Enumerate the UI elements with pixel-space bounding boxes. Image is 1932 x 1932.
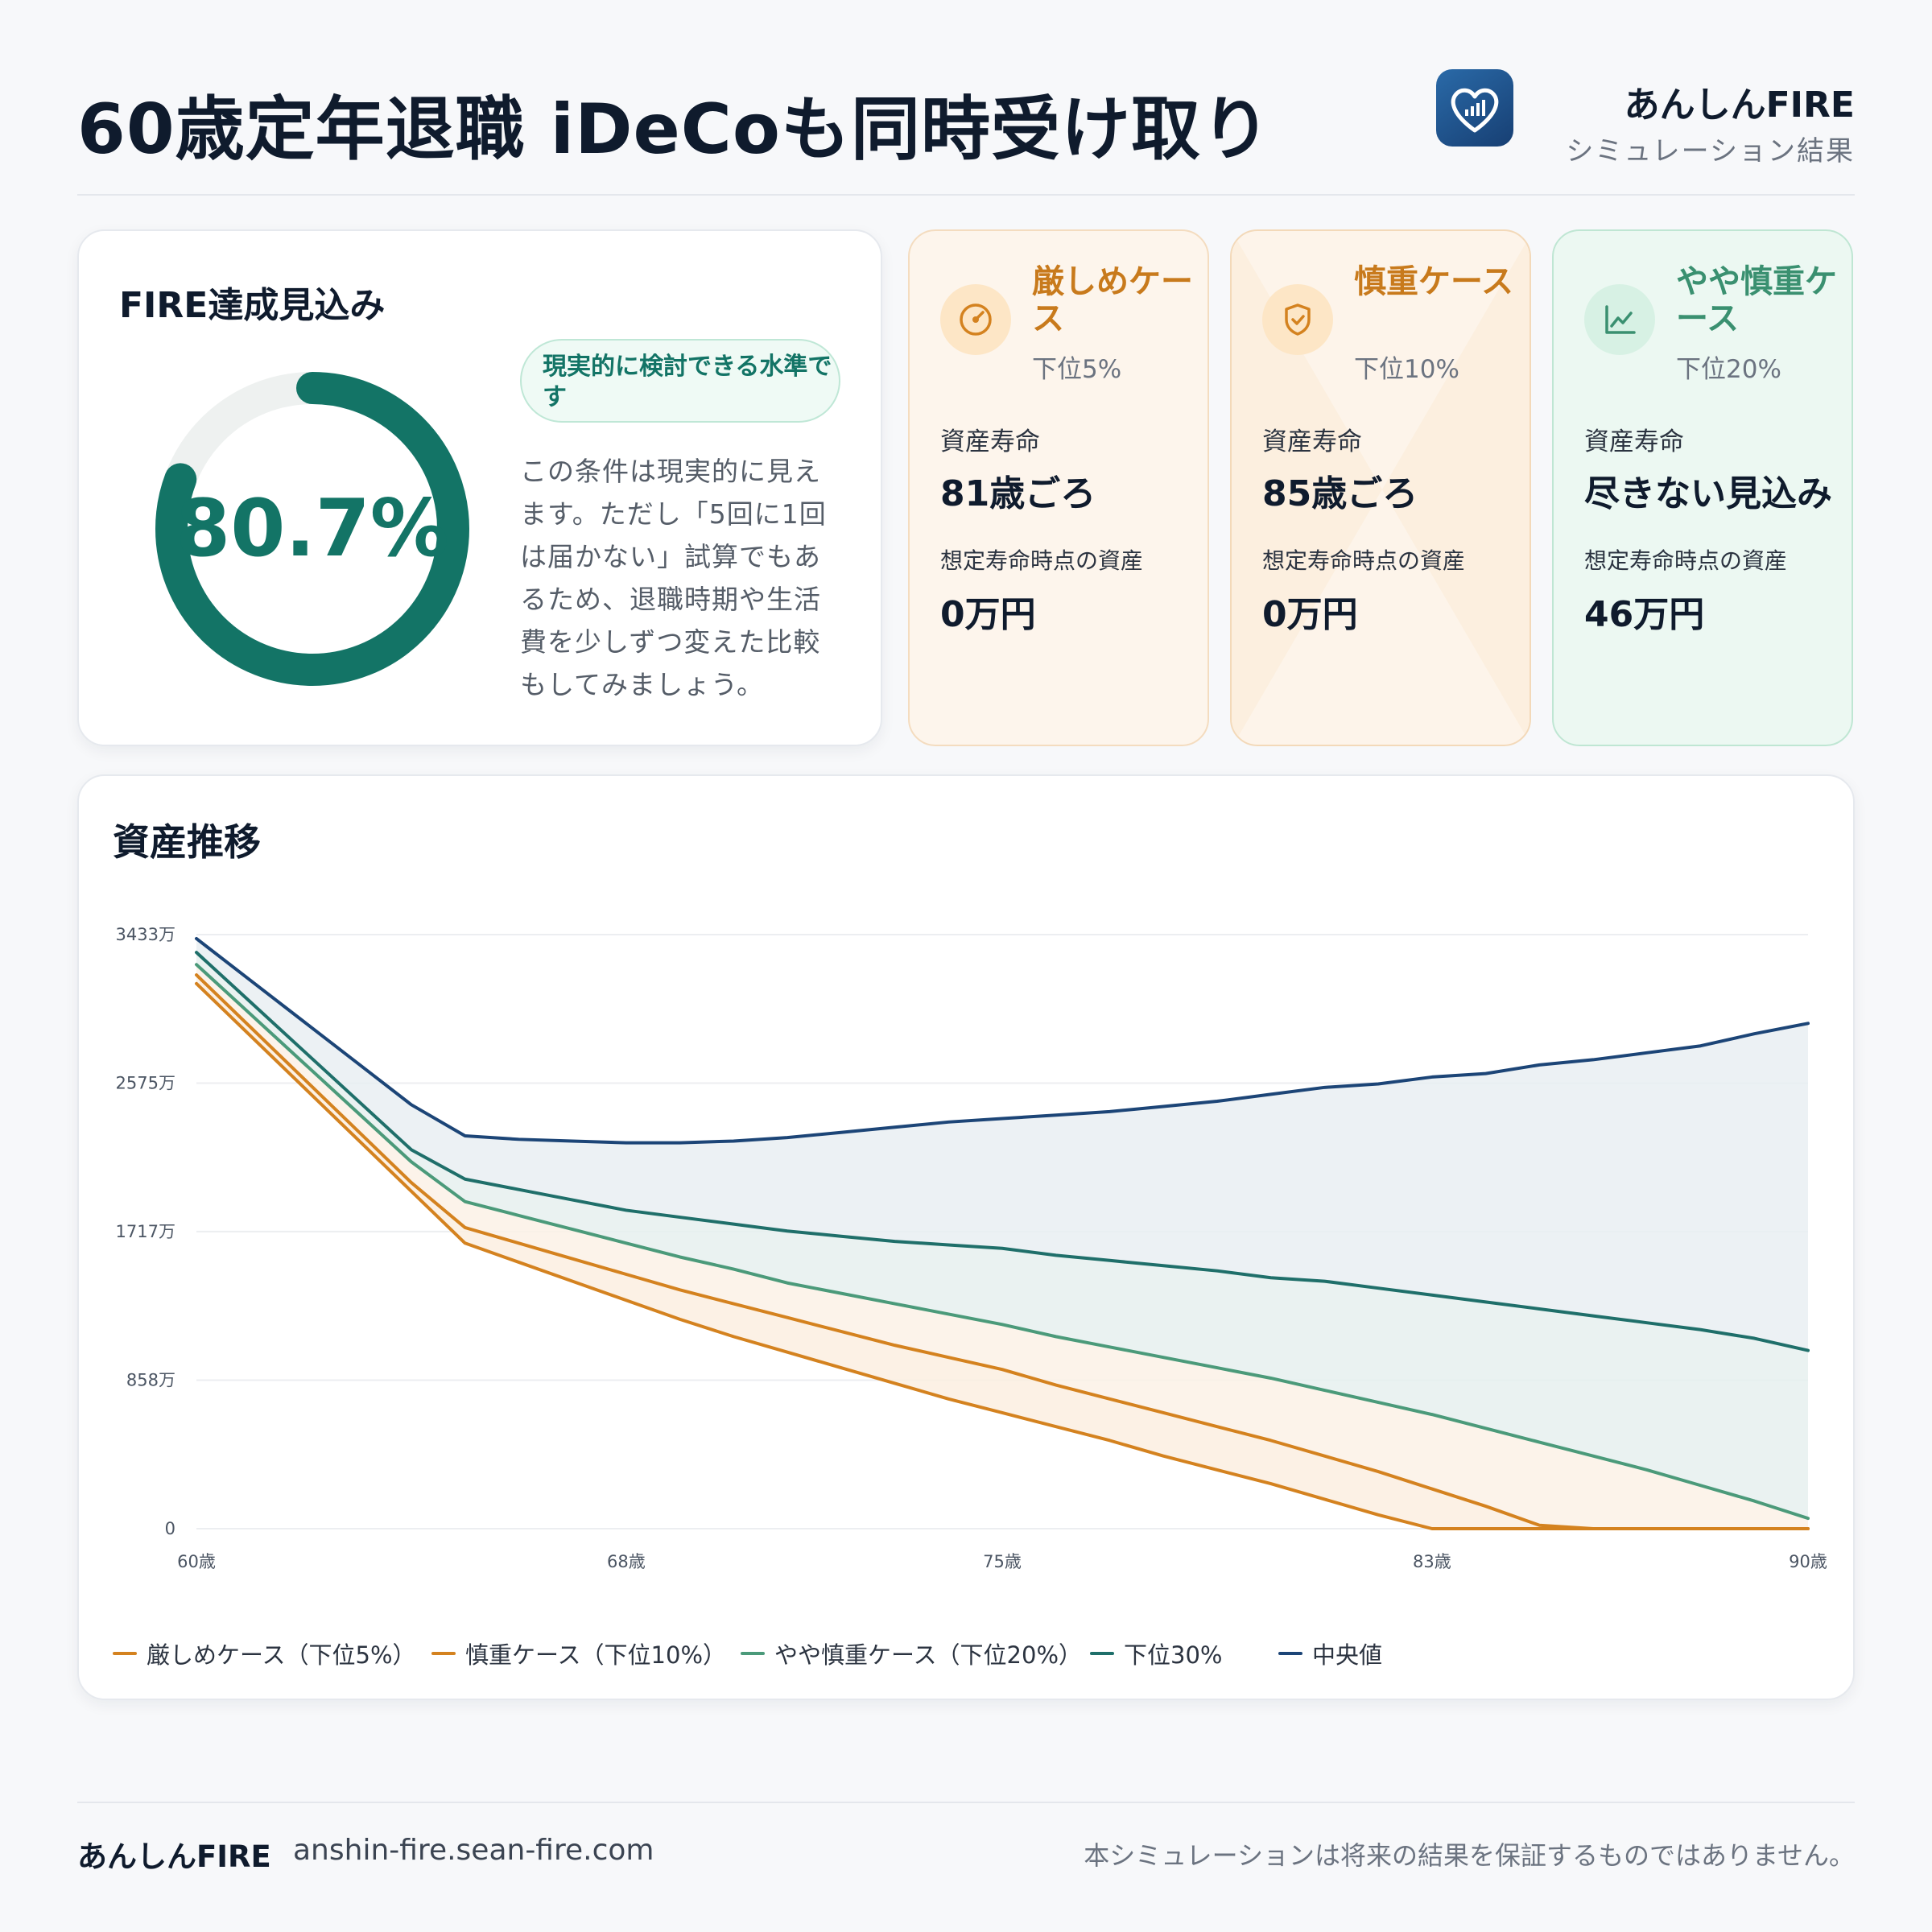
case-card-slightly-careful: やや慎重ケース 下位20% 資産寿命 尽きない見込み 想定寿命時点の資産 46万…	[1552, 229, 1853, 746]
legend-item: やや慎重ケース（下位20%）	[741, 1637, 1082, 1670]
legend-item: 下位30%	[1090, 1637, 1222, 1670]
case-name: 慎重ケース	[1354, 263, 1513, 300]
legend-label: 厳しめケース（下位5%）	[147, 1641, 416, 1669]
fire-card-title: FIRE達成見込み	[119, 285, 386, 326]
case-name: 厳しめケース	[1032, 263, 1193, 337]
header-divider	[77, 194, 1855, 196]
series-line-1	[195, 973, 1810, 1530]
fire-probability-card: FIRE達成見込み 80.7% 現実的に検討できる水準です この条件は現実的に見…	[77, 229, 882, 746]
probability-donut	[155, 372, 469, 686]
header: 60歳定年退職 iDeCoも同時受け取り あんしんFIRE シミュレーション結果	[77, 56, 1855, 193]
asset-life-value: 81歳ごろ	[940, 473, 1096, 514]
chart-title: 資産推移	[113, 820, 261, 864]
assessment-description: この条件は現実的に見えます。ただし「5回に1回は届かない」試算でもあるため、退職…	[520, 456, 827, 700]
legend-label: 中央値	[1312, 1641, 1383, 1669]
series-line-0	[195, 981, 1810, 1530]
asset-at-life-label: 想定寿命時点の資産	[940, 547, 1144, 574]
asset-at-life-value: 46万円	[1584, 594, 1705, 635]
legend-swatch	[431, 1652, 456, 1655]
card-background-pattern	[1232, 231, 1530, 745]
x-tick-label: 90歳	[1789, 1552, 1827, 1571]
y-tick-label: 858万	[126, 1371, 175, 1390]
case-rank: 下位5%	[1032, 355, 1122, 384]
legend-swatch	[1090, 1652, 1114, 1655]
brand-name: あんしんFIRE	[1624, 85, 1855, 126]
legend-item: 慎重ケース（下位10%）	[431, 1637, 726, 1670]
line-chart-icon	[1584, 284, 1655, 355]
legend-swatch	[741, 1652, 765, 1655]
footer-brand: あんしんFIRE	[77, 1839, 271, 1874]
brand: あんしんFIRE シミュレーション結果	[1436, 69, 1855, 167]
legend-label: 下位30%	[1124, 1641, 1223, 1669]
x-tick-label: 75歳	[983, 1552, 1022, 1571]
case-card-severe: 厳しめケース 下位5% 資産寿命 81歳ごろ 想定寿命時点の資産 0万円	[908, 229, 1209, 746]
y-tick-label: 2575万	[116, 1073, 175, 1092]
asset-at-life-label: 想定寿命時点の資産	[1584, 547, 1788, 574]
case-card-careful: 慎重ケース 下位10% 資産寿命 85歳ごろ 想定寿命時点の資産 0万円	[1230, 229, 1531, 746]
footer-divider	[77, 1802, 1855, 1803]
y-tick-label: 3433万	[116, 925, 175, 944]
series-line-2	[195, 963, 1810, 1521]
band-area	[196, 964, 1808, 1529]
band-area	[196, 952, 1808, 1519]
legend-swatch	[1278, 1652, 1302, 1655]
asset-life-label: 資産寿命	[1584, 427, 1684, 456]
band-area	[196, 975, 1808, 1529]
case-name: やや慎重ケース	[1676, 263, 1837, 337]
asset-life-value: 尽きない見込み	[1584, 473, 1832, 514]
asset-life-label: 資産寿命	[940, 427, 1040, 456]
legend-label: 慎重ケース（下位10%）	[465, 1641, 727, 1669]
legend-item: 厳しめケース（下位5%）	[113, 1637, 416, 1670]
asset-life-label: 資産寿命	[1262, 427, 1362, 456]
asset-line-chart: 0 858万 1717万 2575万 3433万 60歳 68歳 75歳 83歳 90歳	[116, 925, 1827, 1571]
asset-at-life-value: 0万円	[940, 594, 1036, 635]
y-tick-label: 0	[165, 1519, 175, 1538]
asset-at-life-label: 想定寿命時点の資産	[1262, 547, 1466, 574]
gauge-icon	[940, 284, 1011, 355]
footer-disclaimer: 本シミュレーションは将来の結果を保証するものではありません。	[1084, 1840, 1855, 1871]
footer-url-link[interactable]: anshin-fire.sean-fire.com	[293, 1834, 654, 1867]
x-tick-label: 68歳	[607, 1552, 646, 1571]
shield-check-icon	[1262, 284, 1333, 355]
legend-swatch	[113, 1652, 137, 1655]
asset-chart-card: 0 858万 1717万 2575万 3433万 60歳 68歳 75歳 83歳 90歳 資産推移…	[77, 774, 1855, 1700]
page-title: 60歳定年退職 iDeCoも同時受け取り	[77, 89, 1272, 170]
series-line-4	[195, 936, 1810, 1145]
legend-label: やや慎重ケース（下位20%）	[774, 1641, 1083, 1669]
probability-value: 80.7%	[175, 483, 449, 575]
x-tick-label: 60歳	[177, 1552, 216, 1571]
x-tick-label: 83歳	[1413, 1552, 1451, 1571]
heart-chart-logo-icon	[1436, 69, 1513, 147]
asset-at-life-value: 0万円	[1262, 594, 1358, 635]
brand-subtitle: シミュレーション結果	[1566, 135, 1855, 167]
series-line-3	[195, 951, 1810, 1352]
legend-item: 中央値	[1278, 1637, 1382, 1670]
case-rank: 下位20%	[1676, 355, 1781, 384]
asset-life-value: 85歳ごろ	[1262, 473, 1418, 514]
donut-progress-arc	[155, 372, 469, 686]
y-tick-label: 1717万	[116, 1222, 175, 1241]
assessment-badge: 現実的に検討できる水準です	[520, 339, 840, 423]
band-area	[196, 938, 1808, 1351]
case-rank: 下位10%	[1354, 355, 1459, 384]
